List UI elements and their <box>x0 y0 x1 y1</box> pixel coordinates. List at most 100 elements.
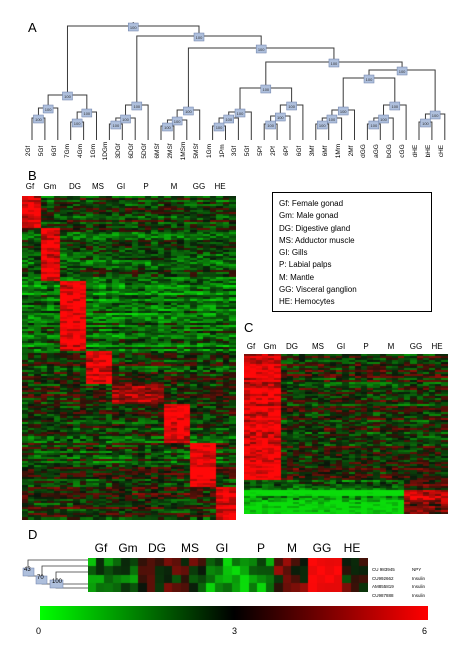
legend-entry: GI: Gills <box>279 248 308 258</box>
gene-id: CU987888 <box>372 592 394 598</box>
bootstrap-value: 100 <box>371 123 378 128</box>
bootstrap-node <box>326 114 338 124</box>
bootstrap-node <box>131 101 143 111</box>
leaf-label: 5Pf <box>257 146 265 156</box>
bootstrap-node <box>286 101 297 111</box>
legend-entry: MS: Adductor muscle <box>279 235 355 245</box>
bootstrap-node <box>265 120 276 130</box>
node-label-70: 70 <box>37 575 44 581</box>
tissue-header-he: HE <box>214 182 226 191</box>
panel-label-a: A <box>28 20 37 35</box>
leaf-label: 1Gm <box>205 143 213 159</box>
color-scale-bar <box>40 606 428 620</box>
bootstrap-node <box>171 116 183 126</box>
bootstrap-value: 100 <box>45 107 52 112</box>
panel-label-b: B <box>28 168 37 183</box>
bootstrap-value: 100 <box>366 77 373 82</box>
bootstrap-value: 100 <box>380 117 387 122</box>
leaf-label: 3DGf <box>115 143 123 159</box>
bootstrap-value: 100 <box>277 115 284 120</box>
bootstrap-value: 100 <box>164 125 171 130</box>
heatmap-c <box>244 354 448 514</box>
tissue-legend: Gf: Female gonad Gm: Male gonad DG: Dige… <box>272 192 432 312</box>
tissue-header-he: HE <box>343 541 361 555</box>
leaf-label: dHE <box>412 144 419 158</box>
leaf-label: 5DGf <box>141 143 149 159</box>
legend-entry: M: Mantle <box>279 272 315 282</box>
bootstrap-node <box>71 118 83 128</box>
legend-entry: HE: Hemocytes <box>279 297 335 307</box>
gene-name: Insulin <box>412 592 426 598</box>
leaf-label: 1MSm <box>179 141 187 161</box>
leaf-label: 7Gm <box>63 143 71 159</box>
tissue-header-gi: GI <box>215 541 229 555</box>
tissue-header-he: HE <box>431 342 443 351</box>
bootstrap-node <box>42 104 54 114</box>
leaf-label: cHE <box>437 144 445 158</box>
scale-min-label: 0 <box>36 626 42 636</box>
leaf-label: 1Pm <box>218 144 226 158</box>
gene-label-row: AM855819 Insulin <box>372 575 442 589</box>
leaf-label: 2Pf <box>270 146 278 156</box>
tissue-header-ms: MS <box>181 541 199 555</box>
bootstrap-node <box>275 112 286 122</box>
tissue-header-gg: GG <box>409 342 423 351</box>
bootstrap-value: 100 <box>174 119 181 124</box>
gene-id: AM855819 <box>372 584 394 589</box>
leaf-label: 3Gf <box>231 145 239 157</box>
dendrogram: 1001001001001001001001001001001001001001… <box>31 22 446 140</box>
bootstrap-node <box>193 32 205 42</box>
tissue-header-p: P <box>363 342 369 351</box>
bootstrap-node <box>120 114 131 124</box>
bootstrap-value: 100 <box>319 123 326 128</box>
bootstrap-value: 100 <box>196 35 203 40</box>
panel-label-c: C <box>244 320 254 335</box>
bootstrap-node <box>260 84 272 94</box>
bootstrap-value: 100 <box>133 104 140 109</box>
gene-label-list: CU 983945 NPY CU992662 Insulin AM855819 Ins… <box>372 558 442 598</box>
leaf-label: 4Gm <box>76 143 84 159</box>
bootstrap-value: 100 <box>399 69 406 74</box>
bootstrap-node <box>234 108 246 118</box>
bootstrap-value: 100 <box>35 117 42 122</box>
gene-name: NPY <box>412 567 422 572</box>
tissue-header-gf: Gf <box>94 541 108 555</box>
gene-name: Insulin <box>412 575 426 581</box>
bootstrap-node <box>213 122 225 132</box>
gene-name: Insulin <box>412 584 426 589</box>
tissue-header-gg: GG <box>192 182 206 191</box>
bootstrap-node <box>420 118 431 128</box>
bootstrap-node <box>337 106 349 116</box>
bootstrap-node <box>62 91 73 101</box>
leaf-label: 6Gf <box>50 145 58 157</box>
leaf-label: 1DGm <box>102 141 110 161</box>
tissue-header-gg: GG <box>312 541 332 555</box>
bootstrap-node <box>368 120 380 130</box>
tissue-header-m: M <box>287 541 297 555</box>
tissue-header-gi: GI <box>116 182 126 191</box>
bootstrap-node <box>378 114 389 124</box>
bootstrap-node <box>33 114 44 124</box>
leaf-label: 6Mf <box>321 145 329 157</box>
gene-label-row: CU 983945 NPY <box>372 558 442 572</box>
legend-entry: GG: Visceral ganglion <box>279 285 357 295</box>
bootstrap-value: 100 <box>122 117 129 122</box>
leaf-label: bGG <box>386 144 394 158</box>
tissue-header-gi: GI <box>336 342 346 351</box>
leaf-label: 5Gf <box>37 145 45 157</box>
leaf-label: 2Gf <box>25 145 32 157</box>
bootstrap-value: 100 <box>216 125 223 130</box>
bootstrap-value: 100 <box>225 117 232 122</box>
bootstrap-node <box>363 74 375 84</box>
leaf-label: 6Pf <box>283 146 290 156</box>
bootstrap-value: 100 <box>422 121 429 126</box>
bootstrap-value: 100 <box>391 104 398 109</box>
tissue-header-ms: MS <box>92 182 104 191</box>
tissue-header-m: M <box>387 342 395 351</box>
bootstrap-value: 100 <box>288 104 295 109</box>
bootstrap-value: 100 <box>74 121 81 126</box>
leaf-label: 2MSf <box>166 143 174 159</box>
heatmap-d <box>88 558 368 592</box>
bootstrap-value: 100 <box>262 87 269 92</box>
mini-dendrogram <box>22 559 88 589</box>
